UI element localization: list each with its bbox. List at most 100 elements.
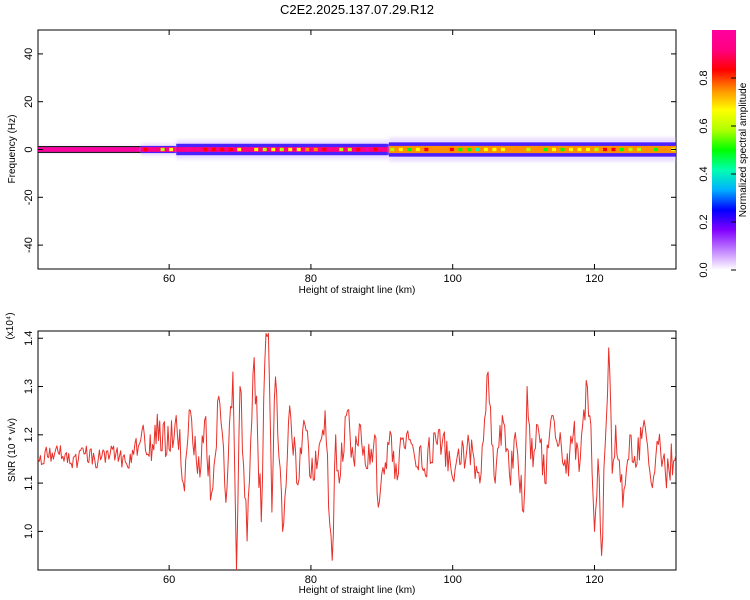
bottom-x-axis-title: Height of straight line (km) bbox=[299, 585, 416, 596]
spectrogram-ridge-cell bbox=[126, 147, 131, 152]
spectrogram-ridge-cell bbox=[262, 147, 267, 152]
spectrogram-ridge-cell bbox=[75, 147, 80, 152]
colorbar-tick-label: 0.8 bbox=[698, 70, 710, 85]
spectrogram-ridge-cell bbox=[475, 147, 480, 152]
spectrogram-ridge-cell bbox=[441, 147, 446, 152]
spectrogram-ridge-cell bbox=[135, 147, 140, 152]
spectrogram-ridge-cell bbox=[415, 147, 420, 152]
spectrogram-ridge-cell bbox=[466, 147, 471, 152]
spectrogram-ridge-cell bbox=[356, 147, 361, 152]
spectrogram-ridge-cell bbox=[169, 147, 174, 152]
colorbar-gradient bbox=[712, 30, 736, 270]
spectrogram-ridge-cell bbox=[381, 147, 386, 152]
spectrogram-ridge-cell bbox=[373, 147, 378, 152]
spectrogram-ridge-cell bbox=[330, 147, 335, 152]
spectrogram-ridge-cell bbox=[654, 147, 659, 152]
spectrogram-ridge-cell bbox=[92, 147, 97, 152]
y-tick-label: -20 bbox=[23, 189, 35, 205]
spectrogram-ridge-cell bbox=[271, 147, 276, 152]
spectrogram-ridge-cell bbox=[458, 147, 463, 152]
spectrogram-ridge-cell bbox=[585, 147, 590, 152]
colorbar-tick-label: 0.2 bbox=[698, 214, 710, 229]
spectrogram-ridge-cell bbox=[152, 147, 157, 152]
top-x-ticks: 60 80 100 120 bbox=[163, 30, 604, 285]
x-tick-label: 100 bbox=[444, 574, 462, 586]
colorbar-tick-label: 0.4 bbox=[698, 166, 710, 181]
spectrogram-ridge-cell bbox=[186, 147, 191, 152]
spectrogram-ridge-cell bbox=[143, 147, 148, 152]
spectrogram-ridge-cell bbox=[424, 147, 429, 152]
y-tick-label: 1.2 bbox=[23, 427, 35, 442]
spectrogram-ridge-cell bbox=[296, 147, 301, 152]
spectrogram-ridge-cell bbox=[67, 147, 72, 152]
spectrogram-ridge-cell bbox=[551, 147, 556, 152]
spectrogram-ridge-cell bbox=[594, 147, 599, 152]
spectrogram-ridge-cell bbox=[517, 147, 522, 152]
spectrogram-ridge-cell bbox=[279, 147, 284, 152]
spectrogram-ridge-cell bbox=[237, 147, 242, 152]
spectrogram-ridge-cell bbox=[560, 147, 565, 152]
spectrogram-ridge-cell bbox=[483, 147, 488, 152]
spectrogram-core bbox=[140, 147, 177, 152]
y-tick-label: 1.4 bbox=[23, 331, 35, 346]
spectrogram-ridge-cell bbox=[628, 147, 633, 152]
spectrogram-ridge-cell bbox=[364, 147, 369, 152]
spectrogram-ridge-cell bbox=[662, 147, 667, 152]
spectrogram-ridge-cell bbox=[619, 147, 624, 152]
spectrogram-ridge-cell bbox=[101, 147, 106, 152]
top-x-axis-title: Height of straight line (km) bbox=[299, 285, 416, 296]
colorbar-ticks: 0.0 0.2 0.4 0.6 0.8 bbox=[698, 70, 736, 278]
spectrogram-ridge-cell bbox=[398, 147, 403, 152]
spectrogram-ridge-cell bbox=[492, 147, 497, 152]
spectrogram-ridge-cell bbox=[347, 147, 352, 152]
spectrogram-panel: 60 80 100 120 40 20 0 -20 -40 Height of straigh… bbox=[7, 29, 677, 296]
spectrogram-ridge-cell bbox=[288, 147, 293, 152]
spectrogram-ridge-cell bbox=[220, 147, 225, 152]
y-tick-label: 20 bbox=[23, 96, 35, 108]
colorbar-tick-label: 0.0 bbox=[698, 262, 710, 277]
spectrogram-ridge-cell bbox=[526, 147, 531, 152]
spectrogram-core bbox=[388, 145, 676, 154]
bottom-y-exponent: (x10⁴) bbox=[5, 312, 16, 339]
bottom-x-ticks: 60 80 100 120 bbox=[163, 331, 604, 586]
x-tick-label: 100 bbox=[444, 273, 462, 285]
spectrogram-ridge-cell bbox=[568, 147, 573, 152]
snr-panel: 60 80 100 120 1.0 1.1 1.2 1.3 1.4 Height of str… bbox=[5, 312, 677, 596]
spectrogram-ridge-cell bbox=[500, 147, 505, 152]
spectrogram-ridge-cell bbox=[194, 147, 199, 152]
spectrogram-core bbox=[38, 147, 141, 152]
spectrogram-image bbox=[38, 137, 676, 162]
spectrogram-ridge-cell bbox=[449, 147, 454, 152]
spectrogram-ridge-cell bbox=[84, 147, 89, 152]
x-tick-label: 60 bbox=[163, 574, 175, 586]
spectrogram-ridge-cell bbox=[177, 147, 182, 152]
spectrogram-ridge-cell bbox=[637, 147, 642, 152]
spectrogram-ridge-cell bbox=[41, 147, 46, 152]
spectrogram-ridge-cell bbox=[509, 147, 514, 152]
x-tick-label: 120 bbox=[585, 273, 603, 285]
colorbar-tick-label: 0.6 bbox=[698, 118, 710, 133]
top-y-ticks: 40 20 0 -20 -40 bbox=[23, 48, 676, 253]
spectrogram-ridge-cell bbox=[58, 147, 63, 152]
spectrogram-ridge-cell bbox=[245, 147, 250, 152]
spectrogram-ridge-cell bbox=[534, 147, 539, 152]
spectrogram-ridge-cell bbox=[50, 147, 55, 152]
x-tick-label: 120 bbox=[585, 574, 603, 586]
bottom-y-axis-title: SNR (10 * v/v) bbox=[7, 418, 18, 482]
spectrogram-ridge-cell bbox=[322, 147, 327, 152]
y-tick-label: -40 bbox=[23, 237, 35, 253]
spectrogram-ridge-cell bbox=[543, 147, 548, 152]
bottom-y-ticks: 1.0 1.1 1.2 1.3 1.4 bbox=[23, 331, 676, 539]
y-tick-label: 0 bbox=[23, 146, 35, 152]
y-tick-label: 1.3 bbox=[23, 379, 35, 394]
spectrogram-ridge-cell bbox=[602, 147, 607, 152]
y-tick-label: 40 bbox=[23, 48, 35, 60]
spectrogram-ridge-cell bbox=[254, 147, 259, 152]
spectrogram-ridge-cell bbox=[211, 147, 216, 152]
figure-title: C2E2.2025.137.07.29.R12 bbox=[280, 2, 434, 17]
spectrogram-ridge-cell bbox=[118, 147, 123, 152]
spectrogram-ridge-cell bbox=[305, 147, 310, 152]
colorbar: 0.0 0.2 0.4 0.6 0.8 Normalized spectral ampl… bbox=[698, 30, 749, 278]
spectrogram-ridge-cell bbox=[611, 147, 616, 152]
